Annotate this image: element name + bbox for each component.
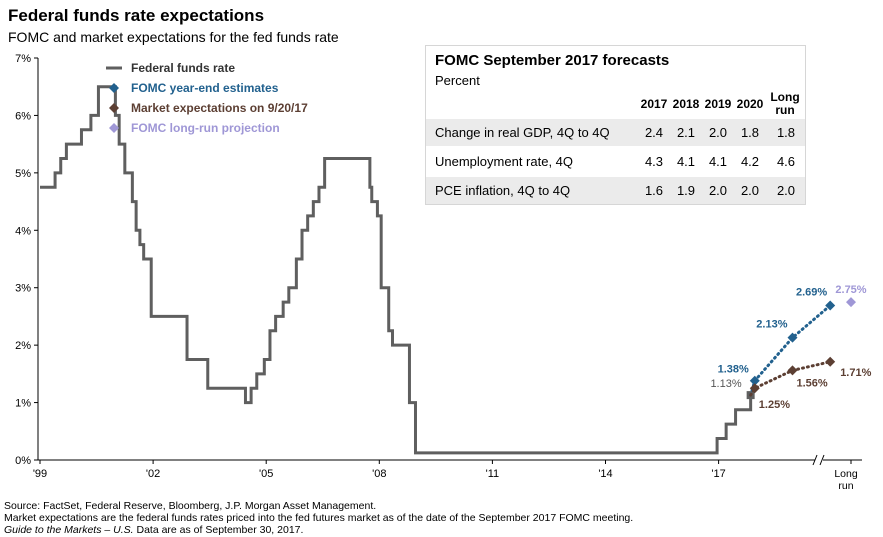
x-tick-label: '14	[598, 468, 612, 480]
forecast-row: PCE inflation, 4Q to 4Q 1.6 1.9 2.0 2.0 …	[426, 177, 805, 204]
market-expectations-point-label: 1.25%	[759, 399, 790, 411]
forecast-cell: 4.6	[776, 154, 796, 169]
fomc-year-end-point	[787, 332, 798, 343]
forecast-col-header: Long run	[770, 90, 800, 117]
long-run-projection-label: 2.75%	[835, 284, 866, 296]
forecast-cell: 4.1	[676, 154, 696, 169]
forecast-cell: 2.4	[644, 125, 664, 140]
market-expectations-point	[749, 383, 760, 394]
legend-diamond-swatch	[109, 103, 119, 113]
forecast-cell: 2.0	[708, 183, 728, 198]
fomc-year-end-point	[749, 375, 760, 386]
market-expectations-point	[787, 365, 798, 376]
legend-label: Market expectations on 9/20/17	[131, 101, 308, 115]
y-tick-label: 6%	[15, 110, 31, 122]
forecast-col-header: 2019	[704, 97, 732, 111]
forecast-col-header: 2018	[672, 97, 700, 111]
forecast-table: FOMC September 2017 forecasts Percent 20…	[425, 45, 806, 205]
axis-break-mark	[819, 454, 825, 466]
forecast-cell: 4.3	[644, 154, 664, 169]
legend-label: FOMC long-run projection	[131, 121, 280, 135]
legend-diamond-swatch	[109, 83, 119, 93]
forecast-col-header: 2017	[640, 97, 668, 111]
y-tick-label: 0%	[15, 455, 31, 467]
x-tick-label-long-run: Long	[834, 468, 858, 480]
footer-note: Market expectations are the federal fund…	[4, 512, 634, 524]
forecast-cell: 2.0	[776, 183, 796, 198]
market-expectations-point-label: 1.71%	[840, 367, 871, 379]
x-tick-label: '02	[146, 468, 160, 480]
fomc-year-end-point-label: 2.13%	[756, 319, 787, 331]
market-expectations-point	[825, 356, 836, 367]
x-tick-label: '08	[372, 468, 386, 480]
legend-label: FOMC year-end estimates	[131, 81, 279, 95]
footer-guide-title: Guide to the Markets – U.S.	[4, 524, 134, 536]
forecast-cell: 2.0	[740, 183, 760, 198]
forecast-cell: 2.0	[708, 125, 728, 140]
forecast-cell: 4.1	[708, 154, 728, 169]
forecast-table-title: FOMC September 2017 forecasts	[435, 52, 670, 69]
forecast-row: Change in real GDP, 4Q to 4Q 2.4 2.1 2.0…	[426, 119, 805, 146]
axes: 0% 1% 2% 3% 4% 5% 6% 7% '99 '02 '05 '08 '11 '14 '17 Lon…	[15, 53, 862, 492]
y-tick-label: 4%	[15, 225, 31, 237]
forecast-table-subtitle: Percent	[435, 73, 480, 88]
y-tick-label: 1%	[15, 398, 31, 410]
forecast-cell: 1.6	[644, 183, 664, 198]
forecast-row-label: Change in real GDP, 4Q to 4Q	[435, 125, 610, 140]
x-tick-label: '99	[33, 468, 47, 480]
forecast-cell: 1.8	[740, 125, 760, 140]
legend-label: Federal funds rate	[131, 61, 235, 75]
market-expectations-point-label: 1.56%	[796, 377, 827, 389]
forecast-row-label: PCE inflation, 4Q to 4Q	[435, 183, 571, 198]
forecast-col-header: 2020	[736, 97, 764, 111]
fomc-year-end-point	[825, 300, 836, 311]
forecast-cell: 4.2	[740, 154, 760, 169]
y-tick-label: 5%	[15, 168, 31, 180]
footer-source: Source: FactSet, Federal Reserve, Bloomb…	[4, 500, 377, 512]
y-tick-label: 2%	[15, 340, 31, 352]
footer-date: Guide to the Markets – U.S. Data are as …	[4, 524, 633, 536]
forecast-cell: 2.1	[676, 125, 696, 140]
legend-diamond-swatch	[109, 123, 119, 133]
forecast-row-label: Unemployment rate, 4Q	[435, 154, 574, 169]
y-tick-label: 7%	[15, 53, 31, 65]
chart-subtitle: FOMC and market expectations for the fed…	[8, 29, 339, 45]
chart-title: Federal funds rate expectations	[8, 6, 265, 25]
forecast-cell: 1.9	[676, 183, 696, 198]
long-run-projection-point	[846, 297, 856, 308]
x-tick-label: '05	[259, 468, 273, 480]
fed-funds-rate-end-label: 1.13%	[710, 378, 741, 390]
forecast-row: Unemployment rate, 4Q 4.3 4.1 4.1 4.2 4.…	[426, 148, 805, 175]
x-tick-label-long-run: run	[838, 480, 853, 492]
x-tick-label: '11	[486, 468, 500, 480]
legend: Federal funds rate FOMC year-end estimate…	[106, 61, 308, 135]
footer-date-text: Data are as of September 30, 2017.	[133, 524, 304, 536]
x-tick-label: '17	[711, 468, 725, 480]
y-tick-label: 3%	[15, 283, 31, 295]
fomc-year-end-point-label: 1.38%	[718, 364, 749, 376]
forecast-cell: 1.8	[776, 125, 796, 140]
axis-break-mark	[812, 454, 818, 466]
market-expectations-dotted-line	[749, 360, 832, 397]
footer: Source: FactSet, Federal Reserve, Bloomb…	[4, 500, 633, 536]
fomc-year-end-point-label: 2.69%	[796, 287, 827, 299]
